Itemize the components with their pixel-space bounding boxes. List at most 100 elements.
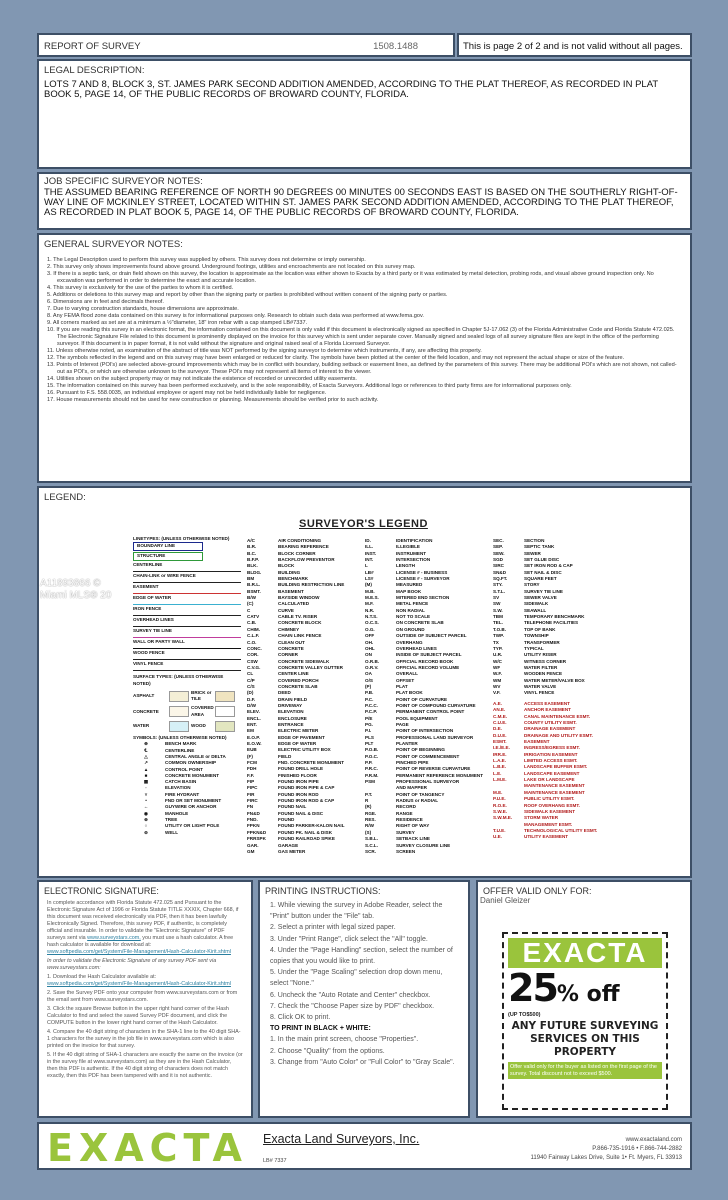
abbreviation: SEC. xyxy=(493,538,504,543)
section-heading: GENERAL SURVEYOR NOTES: xyxy=(44,239,183,250)
abbreviation-meaning: EASEMENT xyxy=(524,739,550,745)
surface-label: ASPHALT xyxy=(133,693,155,699)
legend-abbreviation: (S) SURVEY xyxy=(365,830,483,836)
abbreviation: P.C.C. xyxy=(365,702,378,708)
abbreviation: C.B. xyxy=(247,620,257,626)
general-note: 9. All corners marked as set are at a mi… xyxy=(47,320,308,326)
abbreviation-meaning: TELEPHONE FACILITIES xyxy=(524,620,579,626)
abbreviation-meaning: OVERALL xyxy=(396,671,418,677)
abbreviation: W.F. xyxy=(493,671,502,677)
abbreviation: PLS xyxy=(365,734,374,740)
legend-abbreviation: LB# LICENSE # - BUSINESS xyxy=(365,570,483,576)
abbreviation-meaning: IDENTIFICATION xyxy=(396,538,433,543)
abbreviation: FIP xyxy=(247,779,255,785)
abbreviation-meaning: SURVEY xyxy=(396,829,415,835)
legend-abbreviation: WM WATER METER/VALVE BOX xyxy=(493,678,585,684)
abbreviation-meaning: CHAIN LINK FENCE xyxy=(278,633,322,639)
print-step: 7. Check the "Choose Paper size by PDF" … xyxy=(270,1002,435,1010)
abbreviation: ON xyxy=(365,652,372,658)
legend-title: SURVEYOR'S LEGEND xyxy=(299,518,428,530)
abbreviation: CL xyxy=(247,671,254,677)
legend-abbreviation: FPKN FOUND PARKER-KALON NAIL xyxy=(247,823,345,829)
abbreviation: P.I. xyxy=(365,728,372,734)
hash-calculator-link[interactable]: www.softpedia.com/get/System/File-Manage… xyxy=(47,981,231,987)
symbol-label: CENTERLINE xyxy=(165,747,195,753)
legend-abbreviation: O.R.V. OFFICIAL RECORD VOLUME xyxy=(365,665,483,671)
abbreviation: S.W.E. xyxy=(493,808,508,814)
abbreviation: O.G. xyxy=(365,626,375,632)
abbreviation: C/S xyxy=(247,683,255,689)
abbreviation-meaning: AIR CONDITIONING xyxy=(278,538,322,543)
abbreviation: CONC. xyxy=(247,645,262,651)
abbreviation: FPKN xyxy=(247,823,260,829)
symbols-heading: SYMBOLS: (UNLESS OTHERWISE NOTED) xyxy=(133,735,227,741)
abbreviation-meaning: VINYL FENCE xyxy=(524,690,555,696)
abbreviation-meaning: ENTRANCE xyxy=(278,721,304,727)
legend-abbreviation: T.U.E. TECHNOLOGICAL UTILITY ESMT. xyxy=(493,828,597,834)
abbreviation-meaning: INGRESS/EGRESS ESMT. xyxy=(524,745,580,751)
abbreviation-meaning: SIDEWALK EASEMENT xyxy=(524,808,576,814)
surface-swatch xyxy=(169,690,189,702)
abbreviation-meaning: FOUND IRON ROD xyxy=(278,791,319,797)
abbreviation: L.B.E. xyxy=(493,764,507,770)
abbreviation: B.R. xyxy=(247,544,257,550)
abbreviation: RES. xyxy=(365,817,376,823)
abbreviation: CHIM. xyxy=(247,626,261,632)
abbreviation: O/S xyxy=(365,677,373,683)
legend-abbreviation: PLS PROFESSIONAL LAND SURVEYOR xyxy=(365,735,483,741)
legend-abbreviation: S.W.E. SIDEWALK EASEMENT xyxy=(493,809,597,815)
legend-abbreviation: RES. RESIDENCE xyxy=(365,817,483,823)
abbreviation: O.R.V. xyxy=(365,664,379,670)
surveystars-link[interactable]: www.surveystars.com, xyxy=(87,935,141,941)
abbreviation-meaning: MITERED END SECTION xyxy=(396,595,450,601)
legend-symbol: ▿ FIRE HYDRANT xyxy=(133,792,241,798)
abbreviation-meaning: LENGTH xyxy=(396,563,415,569)
legend-symbol: ⊚ WELL xyxy=(133,830,241,836)
abbreviation: N.T.S. xyxy=(365,614,378,620)
legend-abbreviation: C.V.G. CONCRETE VALLEY GUTTER xyxy=(247,665,345,671)
exacta-logo: EXACTA xyxy=(47,1126,248,1170)
abbreviation: FND. xyxy=(247,817,258,823)
legend-abbreviation: AN.E. ANCHOR EASEMENT xyxy=(493,707,597,713)
abbreviation: LB# xyxy=(365,569,374,575)
legend-abbreviation: P.U.E. PUBLIC UTILITY ESMT. xyxy=(493,796,597,802)
abbrev-column-2: ID. IDENTIFICATION ILL. ILLEGIBLE INST. INSTR… xyxy=(365,538,483,855)
symbol-label: CONCRETE MONUMENT xyxy=(165,772,220,778)
print-step: 5. Under the "Page Scaling" selection dr… xyxy=(270,969,443,988)
abbreviation: E.O.P. xyxy=(247,734,260,740)
hash-calculator-link[interactable]: www.softpedia.com/get/System/File-Manage… xyxy=(47,949,231,955)
abbreviation-meaning: SQUARE FEET xyxy=(524,576,557,582)
abbreviation-meaning: COVERED PORCH xyxy=(278,677,319,683)
legend-abbreviation: FDH FOUND DRILL HOLE xyxy=(247,766,345,772)
website[interactable]: www.exactaland.com xyxy=(625,1137,682,1143)
abbreviation: OH. xyxy=(365,639,374,645)
abbreviation-meaning: SETBACK LINE xyxy=(396,836,430,842)
legend-abbreviation: W/C WITNESS CORNER xyxy=(493,659,585,665)
abbreviation: ENCL. xyxy=(247,715,261,721)
general-note: 1. The Legal Description used to perform… xyxy=(47,257,366,263)
legend-abbreviation: RGE. RANGE xyxy=(365,811,483,817)
general-note: 11. Unless otherwise noted, an examinati… xyxy=(47,348,482,354)
legend-abbreviation: A.E. ACCESS EASEMENT xyxy=(493,701,597,707)
legend-abbreviation: B/W BAYSIDE WINDOW xyxy=(247,595,345,601)
general-notes-list: 1. The Legal Description used to perform… xyxy=(39,254,690,404)
legend-symbol: ▲ CONTROL POINT xyxy=(133,767,241,773)
abbreviation: SGD xyxy=(493,557,503,563)
linetype-sample: IRON FENCE xyxy=(133,606,241,617)
abbreviation: B.F.P. xyxy=(247,557,259,563)
legend-abbreviation: OA OVERALL xyxy=(365,671,483,677)
abbreviation: T.O.B. xyxy=(493,626,507,632)
abbreviation-meaning: CANAL MAINTENANCE ESMT. xyxy=(524,713,591,719)
abbreviation: P.O.C. xyxy=(365,753,379,759)
abbreviation-meaning: ILLEGIBLE xyxy=(396,544,420,550)
legend-abbreviation: L.M.E. LAKE OR LANDSCAPE xyxy=(493,777,597,783)
discount-suffix: % off xyxy=(556,982,620,1007)
legend-abbreviation: S.C.L. SURVEY CLOSURE LINE xyxy=(365,843,483,849)
legend-abbreviation: O.G. ON GROUND xyxy=(365,627,483,633)
abbreviation-meaning: OVERHEAD LINES xyxy=(396,645,437,651)
symbol-label: ELEVATION xyxy=(165,785,191,791)
abbreviation-meaning: INTERSECTION xyxy=(396,557,431,563)
abbreviation-meaning: FOUND DRILL HOLE xyxy=(278,766,324,772)
abbreviation: C xyxy=(247,607,251,613)
symbol-icon: ⊚ xyxy=(144,829,148,835)
